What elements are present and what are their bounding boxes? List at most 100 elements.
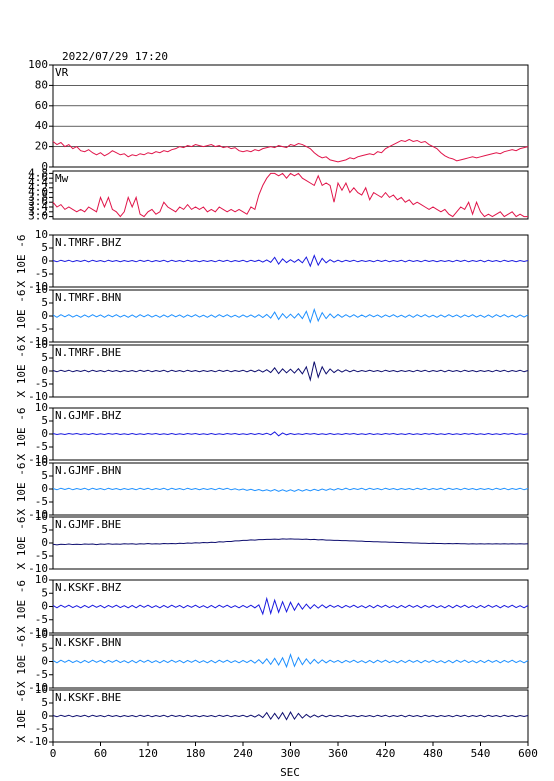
y-tick-label: -10 bbox=[28, 562, 48, 575]
y-tick-label: 0 bbox=[41, 709, 48, 722]
y-tick-label: 5 bbox=[41, 296, 48, 309]
x-tick-label: 180 bbox=[186, 747, 206, 760]
x-axis-label: SEC bbox=[280, 766, 300, 779]
y-tick-label: -5 bbox=[35, 495, 48, 508]
y-tick-label: 4.4 bbox=[28, 176, 48, 189]
y-tick-label: -10 bbox=[28, 735, 48, 748]
y-tick-label: 4.0 bbox=[28, 186, 48, 199]
y-tick-label: 5 bbox=[41, 586, 48, 599]
y-tick-label: 0 bbox=[41, 364, 48, 377]
y-tick-label: 10 bbox=[35, 573, 48, 586]
y-tick-label: -5 bbox=[35, 440, 48, 453]
y-axis-label: X 10E -6 bbox=[15, 517, 28, 570]
x-tick-label: 240 bbox=[233, 747, 253, 760]
x-tick-label: 420 bbox=[376, 747, 396, 760]
x-tick-label: 360 bbox=[328, 747, 348, 760]
trace-line bbox=[52, 431, 529, 437]
panel-label: N.KSKF.BHZ bbox=[55, 581, 122, 594]
y-tick-label: 40 bbox=[35, 119, 48, 132]
y-axis-label: X 10E -6 bbox=[15, 290, 28, 343]
panel-label: N.KSKF.BHE bbox=[55, 691, 121, 704]
panel-label: VR bbox=[55, 66, 69, 79]
y-tick-label: 3.8 bbox=[28, 190, 48, 203]
x-tick-label: 60 bbox=[94, 747, 107, 760]
y-axis-label: X 10E -6 bbox=[15, 690, 28, 743]
y-tick-label: -10 bbox=[28, 508, 48, 521]
panel-frame bbox=[52, 516, 529, 570]
y-tick-label: 0 bbox=[41, 655, 48, 668]
y-axis-label: X 10E -6 bbox=[15, 635, 28, 688]
y-tick-label: 20 bbox=[35, 140, 48, 153]
chart-title: 2022/07/29 17:20 bbox=[62, 50, 168, 63]
x-tick-label: 540 bbox=[471, 747, 491, 760]
y-tick-label: 5 bbox=[41, 351, 48, 364]
y-tick-label: 0 bbox=[41, 536, 48, 549]
y-tick-label: -5 bbox=[35, 322, 48, 335]
y-tick-label: 3.0 bbox=[28, 210, 48, 223]
y-tick-label: 0 bbox=[41, 160, 48, 173]
y-axis-label: X 10E -6 bbox=[15, 408, 28, 461]
y-tick-label: 4.6 bbox=[28, 171, 48, 184]
y-tick-label: 10 bbox=[35, 628, 48, 641]
panel-label: N.TMRF.BHZ bbox=[55, 236, 122, 249]
y-axis-label: X 10E -6 bbox=[15, 580, 28, 633]
y-tick-label: 10 bbox=[35, 338, 48, 351]
y-tick-label: 5 bbox=[41, 241, 48, 254]
panel-frame bbox=[52, 579, 529, 634]
trace-line bbox=[52, 138, 529, 163]
x-tick-label: 0 bbox=[50, 747, 57, 760]
y-tick-label: 5 bbox=[41, 414, 48, 427]
y-tick-label: 10 bbox=[35, 283, 48, 296]
panel-label: N.GJMF.BHN bbox=[55, 464, 121, 477]
y-tick-label: 10 bbox=[35, 228, 48, 241]
y-tick-label: -10 bbox=[28, 335, 48, 348]
y-tick-label: -5 bbox=[35, 377, 48, 390]
y-tick-label: 5 bbox=[41, 696, 48, 709]
y-tick-label: 100 bbox=[28, 58, 48, 71]
y-tick-label: -10 bbox=[28, 280, 48, 293]
panel-label: N.TMRF.BHE bbox=[55, 346, 121, 359]
trace-line bbox=[52, 538, 529, 546]
y-axis-label: X 10E -6 bbox=[15, 463, 28, 516]
y-tick-label: 0 bbox=[41, 427, 48, 440]
panel-frame bbox=[52, 64, 529, 168]
y-axis-label: X 10E -6 bbox=[15, 235, 28, 288]
y-tick-label: 3.6 bbox=[28, 195, 48, 208]
y-tick-label: -10 bbox=[28, 453, 48, 466]
y-tick-label: 5 bbox=[41, 469, 48, 482]
x-tick-label: 480 bbox=[423, 747, 443, 760]
y-tick-label: 10 bbox=[35, 456, 48, 469]
panel-label: N.TMRF.BHN bbox=[55, 291, 121, 304]
y-tick-label: 4.8 bbox=[28, 166, 48, 179]
y-tick-label: -5 bbox=[35, 722, 48, 735]
y-tick-label: 80 bbox=[35, 78, 48, 91]
trace-line bbox=[52, 711, 529, 721]
trace-line bbox=[52, 361, 529, 382]
panel-label: Mw bbox=[55, 172, 69, 185]
y-tick-label: 0 bbox=[41, 600, 48, 613]
x-tick-label: 600 bbox=[518, 747, 538, 760]
y-tick-label: 60 bbox=[35, 99, 48, 112]
y-tick-label: -5 bbox=[35, 549, 48, 562]
y-tick-label: -10 bbox=[28, 626, 48, 639]
y-tick-label: -5 bbox=[35, 613, 48, 626]
y-tick-label: 10 bbox=[35, 683, 48, 696]
panel-label: N.GJMF.BHE bbox=[55, 518, 121, 531]
y-tick-label: 3.4 bbox=[28, 200, 48, 213]
y-tick-label: 0 bbox=[41, 482, 48, 495]
y-tick-label: -10 bbox=[28, 681, 48, 694]
panel-frame bbox=[52, 289, 529, 343]
y-axis-label: X 10E -6 bbox=[15, 345, 28, 398]
y-tick-label: 10 bbox=[35, 401, 48, 414]
y-tick-label: 0 bbox=[41, 309, 48, 322]
y-tick-label: 3.2 bbox=[28, 205, 48, 218]
panel-label: N.KSKF.BHN bbox=[55, 636, 121, 649]
trace-line bbox=[52, 307, 529, 324]
y-tick-label: 10 bbox=[35, 510, 48, 523]
y-tick-label: 0 bbox=[41, 254, 48, 267]
panel-label: N.GJMF.BHZ bbox=[55, 409, 122, 422]
panel-frame bbox=[52, 634, 529, 689]
y-tick-label: -5 bbox=[35, 267, 48, 280]
panel-frame bbox=[52, 170, 529, 220]
